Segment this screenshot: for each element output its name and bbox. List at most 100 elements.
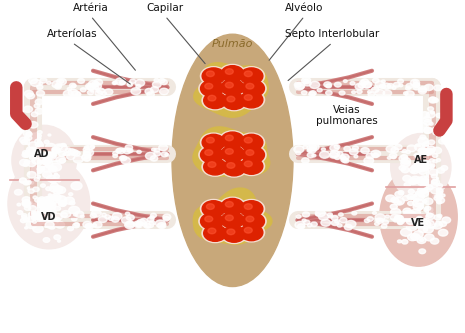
Circle shape: [29, 155, 37, 161]
Circle shape: [427, 164, 434, 169]
Circle shape: [45, 159, 51, 163]
Circle shape: [56, 156, 66, 164]
Circle shape: [68, 89, 78, 96]
Circle shape: [424, 120, 432, 125]
Circle shape: [29, 77, 37, 84]
Circle shape: [82, 155, 91, 161]
Circle shape: [413, 199, 423, 207]
Circle shape: [152, 148, 156, 151]
Circle shape: [67, 87, 72, 91]
Circle shape: [417, 177, 423, 181]
Circle shape: [159, 144, 167, 151]
Circle shape: [391, 197, 399, 203]
Circle shape: [153, 81, 161, 88]
Circle shape: [239, 223, 265, 242]
Circle shape: [412, 221, 417, 224]
Circle shape: [439, 121, 444, 125]
Circle shape: [335, 220, 339, 223]
Circle shape: [390, 204, 397, 209]
Circle shape: [49, 219, 58, 225]
Circle shape: [45, 212, 54, 219]
Circle shape: [35, 139, 41, 144]
Circle shape: [399, 156, 408, 162]
Circle shape: [422, 221, 431, 227]
Ellipse shape: [380, 167, 457, 266]
Circle shape: [226, 82, 233, 88]
Circle shape: [418, 148, 427, 154]
Circle shape: [66, 154, 75, 160]
Circle shape: [57, 78, 66, 85]
Circle shape: [304, 220, 310, 224]
Circle shape: [227, 229, 235, 235]
Circle shape: [159, 88, 169, 95]
Circle shape: [56, 196, 66, 203]
Circle shape: [381, 224, 387, 228]
Circle shape: [401, 149, 405, 153]
Circle shape: [37, 166, 45, 172]
Circle shape: [23, 163, 28, 166]
Circle shape: [29, 153, 37, 159]
Circle shape: [84, 157, 90, 161]
Circle shape: [208, 228, 216, 234]
Circle shape: [86, 83, 94, 90]
Circle shape: [28, 189, 34, 193]
Circle shape: [397, 201, 401, 204]
Circle shape: [23, 151, 29, 155]
Circle shape: [42, 166, 51, 172]
Circle shape: [352, 146, 359, 150]
Circle shape: [31, 166, 42, 174]
Circle shape: [317, 88, 322, 92]
Circle shape: [86, 223, 93, 229]
Circle shape: [433, 193, 442, 200]
Circle shape: [383, 90, 392, 96]
Circle shape: [61, 146, 67, 151]
Circle shape: [420, 149, 429, 156]
Circle shape: [427, 220, 431, 223]
Circle shape: [33, 153, 40, 158]
Circle shape: [72, 84, 76, 88]
Circle shape: [145, 221, 154, 228]
Circle shape: [136, 85, 141, 88]
Circle shape: [49, 224, 55, 229]
Circle shape: [33, 158, 40, 163]
Circle shape: [27, 201, 33, 205]
Circle shape: [418, 217, 422, 220]
Circle shape: [43, 171, 52, 178]
Circle shape: [428, 212, 433, 215]
Circle shape: [358, 83, 365, 88]
Circle shape: [403, 150, 407, 153]
Circle shape: [420, 215, 427, 220]
Circle shape: [205, 150, 213, 156]
Circle shape: [422, 142, 431, 148]
Circle shape: [403, 208, 412, 214]
Circle shape: [327, 213, 332, 216]
Circle shape: [34, 142, 43, 149]
Circle shape: [83, 221, 92, 228]
Circle shape: [414, 231, 423, 237]
Circle shape: [403, 175, 411, 181]
Circle shape: [376, 218, 384, 223]
Circle shape: [433, 131, 438, 135]
Circle shape: [422, 179, 431, 185]
Circle shape: [401, 167, 409, 173]
Circle shape: [372, 78, 379, 83]
Circle shape: [420, 203, 424, 206]
Circle shape: [302, 219, 306, 222]
Circle shape: [415, 167, 422, 172]
Circle shape: [418, 217, 422, 220]
Circle shape: [54, 173, 57, 175]
Circle shape: [240, 79, 266, 98]
Circle shape: [226, 69, 233, 74]
Circle shape: [432, 221, 443, 229]
Circle shape: [22, 153, 28, 157]
Circle shape: [414, 215, 419, 219]
Circle shape: [307, 153, 314, 158]
Circle shape: [365, 219, 370, 222]
Circle shape: [40, 207, 49, 213]
Circle shape: [402, 196, 409, 200]
Circle shape: [44, 200, 52, 206]
Circle shape: [30, 182, 33, 184]
Circle shape: [419, 164, 426, 169]
Circle shape: [22, 197, 31, 203]
Circle shape: [418, 165, 422, 167]
